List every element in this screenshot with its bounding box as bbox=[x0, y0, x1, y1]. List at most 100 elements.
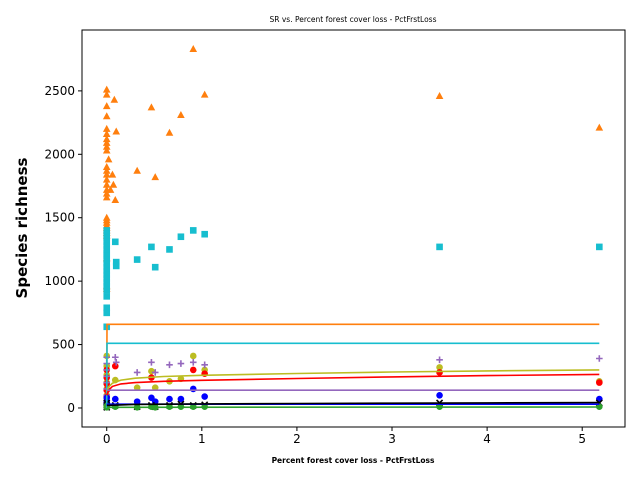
data-point-series-5 bbox=[111, 395, 119, 403]
data-point-series-0 bbox=[102, 193, 111, 201]
data-point-series-0 bbox=[102, 175, 111, 183]
data-point-series-0 bbox=[102, 138, 111, 146]
data-point-series-1 bbox=[177, 233, 185, 241]
data-point-series-0 bbox=[595, 123, 604, 131]
data-point-series-1 bbox=[103, 256, 111, 263]
data-point-series-3 bbox=[436, 369, 443, 376]
data-point-series-1 bbox=[151, 263, 159, 271]
data-point-series-1 bbox=[103, 271, 111, 279]
y-tick-label: 2000 bbox=[44, 147, 75, 161]
data-point-series-0 bbox=[102, 166, 111, 174]
data-point-series-1 bbox=[103, 293, 111, 300]
data-point-series-0 bbox=[106, 185, 115, 193]
data-point-series-0 bbox=[104, 155, 113, 163]
data-point-series-1 bbox=[166, 246, 173, 253]
data-point-series-0 bbox=[102, 189, 111, 197]
data-point-series-4 bbox=[151, 369, 159, 376]
y-axis-label: Species richness bbox=[13, 157, 31, 298]
x-axis: 0 1 2 3 4 5 bbox=[103, 427, 586, 446]
x-tick-label: 1 bbox=[198, 432, 206, 446]
data-point-series-1 bbox=[103, 309, 111, 317]
data-point-series-2 bbox=[148, 367, 155, 375]
data-point-series-0 bbox=[102, 170, 111, 178]
x-tick-label: 2 bbox=[293, 432, 301, 446]
data-point-series-2 bbox=[133, 384, 141, 391]
y-tick-label: 1500 bbox=[44, 211, 75, 225]
data-point-series-1 bbox=[103, 260, 111, 267]
x-tick-label: 0 bbox=[103, 432, 111, 446]
data-point-series-1 bbox=[103, 263, 111, 271]
data-point-series-1 bbox=[103, 286, 111, 294]
data-point-series-0 bbox=[102, 162, 111, 170]
data-point-series-1 bbox=[133, 256, 141, 263]
data-point-series-0 bbox=[147, 103, 156, 111]
data-point-series-1 bbox=[103, 238, 111, 246]
data-point-series-4 bbox=[189, 359, 197, 366]
fit-line-series-6 bbox=[106, 401, 600, 407]
data-point-series-4 bbox=[201, 361, 208, 369]
data-point-series-2 bbox=[436, 364, 443, 371]
data-point-series-1 bbox=[112, 258, 120, 266]
data-point-series-0 bbox=[102, 102, 111, 110]
plot-marks bbox=[102, 45, 604, 411]
data-point-series-1 bbox=[148, 243, 155, 251]
data-point-series-0 bbox=[110, 95, 119, 103]
chart-title: SR vs. Percent forest cover loss - PctFr… bbox=[270, 15, 437, 24]
data-point-series-0 bbox=[200, 90, 209, 98]
data-point-series-1 bbox=[103, 267, 111, 275]
data-point-series-1 bbox=[103, 234, 111, 242]
data-point-series-4 bbox=[148, 359, 155, 366]
data-point-series-4 bbox=[112, 359, 120, 366]
data-point-series-0 bbox=[177, 110, 185, 118]
data-point-series-4 bbox=[111, 353, 119, 361]
data-point-series-0 bbox=[102, 112, 111, 120]
data-point-series-0 bbox=[102, 90, 111, 98]
data-point-series-1 bbox=[103, 304, 111, 312]
data-point-series-0 bbox=[151, 173, 160, 181]
data-point-series-1 bbox=[103, 246, 111, 253]
data-point-series-1 bbox=[436, 243, 443, 251]
data-point-series-1 bbox=[112, 262, 120, 270]
data-point-series-1 bbox=[596, 243, 603, 251]
data-point-series-3 bbox=[111, 362, 119, 370]
data-point-series-0 bbox=[102, 85, 111, 93]
data-point-series-0 bbox=[102, 146, 111, 154]
data-point-series-1 bbox=[111, 238, 119, 246]
data-point-series-0 bbox=[102, 180, 111, 188]
data-point-series-7 bbox=[596, 403, 603, 411]
data-point-series-4 bbox=[436, 356, 443, 364]
data-point-series-5 bbox=[177, 395, 185, 403]
y-tick-label: 0 bbox=[67, 401, 75, 415]
data-point-series-4 bbox=[166, 361, 173, 369]
data-point-series-1 bbox=[103, 252, 111, 260]
data-point-series-0 bbox=[108, 170, 117, 178]
x-tick-label: 3 bbox=[388, 432, 396, 446]
data-point-series-0 bbox=[112, 127, 121, 135]
data-point-series-0 bbox=[109, 180, 118, 188]
data-point-series-2 bbox=[189, 352, 197, 360]
data-point-series-5 bbox=[133, 398, 141, 405]
y-tick-label: 2500 bbox=[44, 84, 75, 98]
x-tick-label: 4 bbox=[483, 432, 491, 446]
data-point-series-0 bbox=[102, 130, 111, 138]
data-point-series-5 bbox=[189, 385, 197, 393]
data-point-series-1 bbox=[103, 242, 111, 249]
data-point-series-1 bbox=[103, 230, 111, 238]
data-point-series-1 bbox=[103, 279, 111, 286]
data-point-series-4 bbox=[133, 369, 141, 376]
data-point-series-1 bbox=[103, 227, 111, 234]
data-point-series-0 bbox=[111, 195, 120, 203]
data-point-series-5 bbox=[436, 391, 443, 399]
data-point-series-5 bbox=[201, 393, 208, 400]
data-point-series-2 bbox=[151, 384, 159, 391]
data-point-series-3 bbox=[596, 379, 603, 386]
data-point-series-0 bbox=[435, 91, 444, 99]
data-point-series-1 bbox=[103, 282, 111, 290]
data-point-series-0 bbox=[102, 124, 111, 132]
data-point-series-3 bbox=[189, 366, 197, 374]
x-tick-label: 5 bbox=[578, 432, 586, 446]
x-axis-label: Percent forest cover loss - PctFrstLoss bbox=[272, 456, 435, 465]
data-point-series-4 bbox=[596, 355, 603, 362]
data-point-series-1 bbox=[189, 227, 197, 234]
